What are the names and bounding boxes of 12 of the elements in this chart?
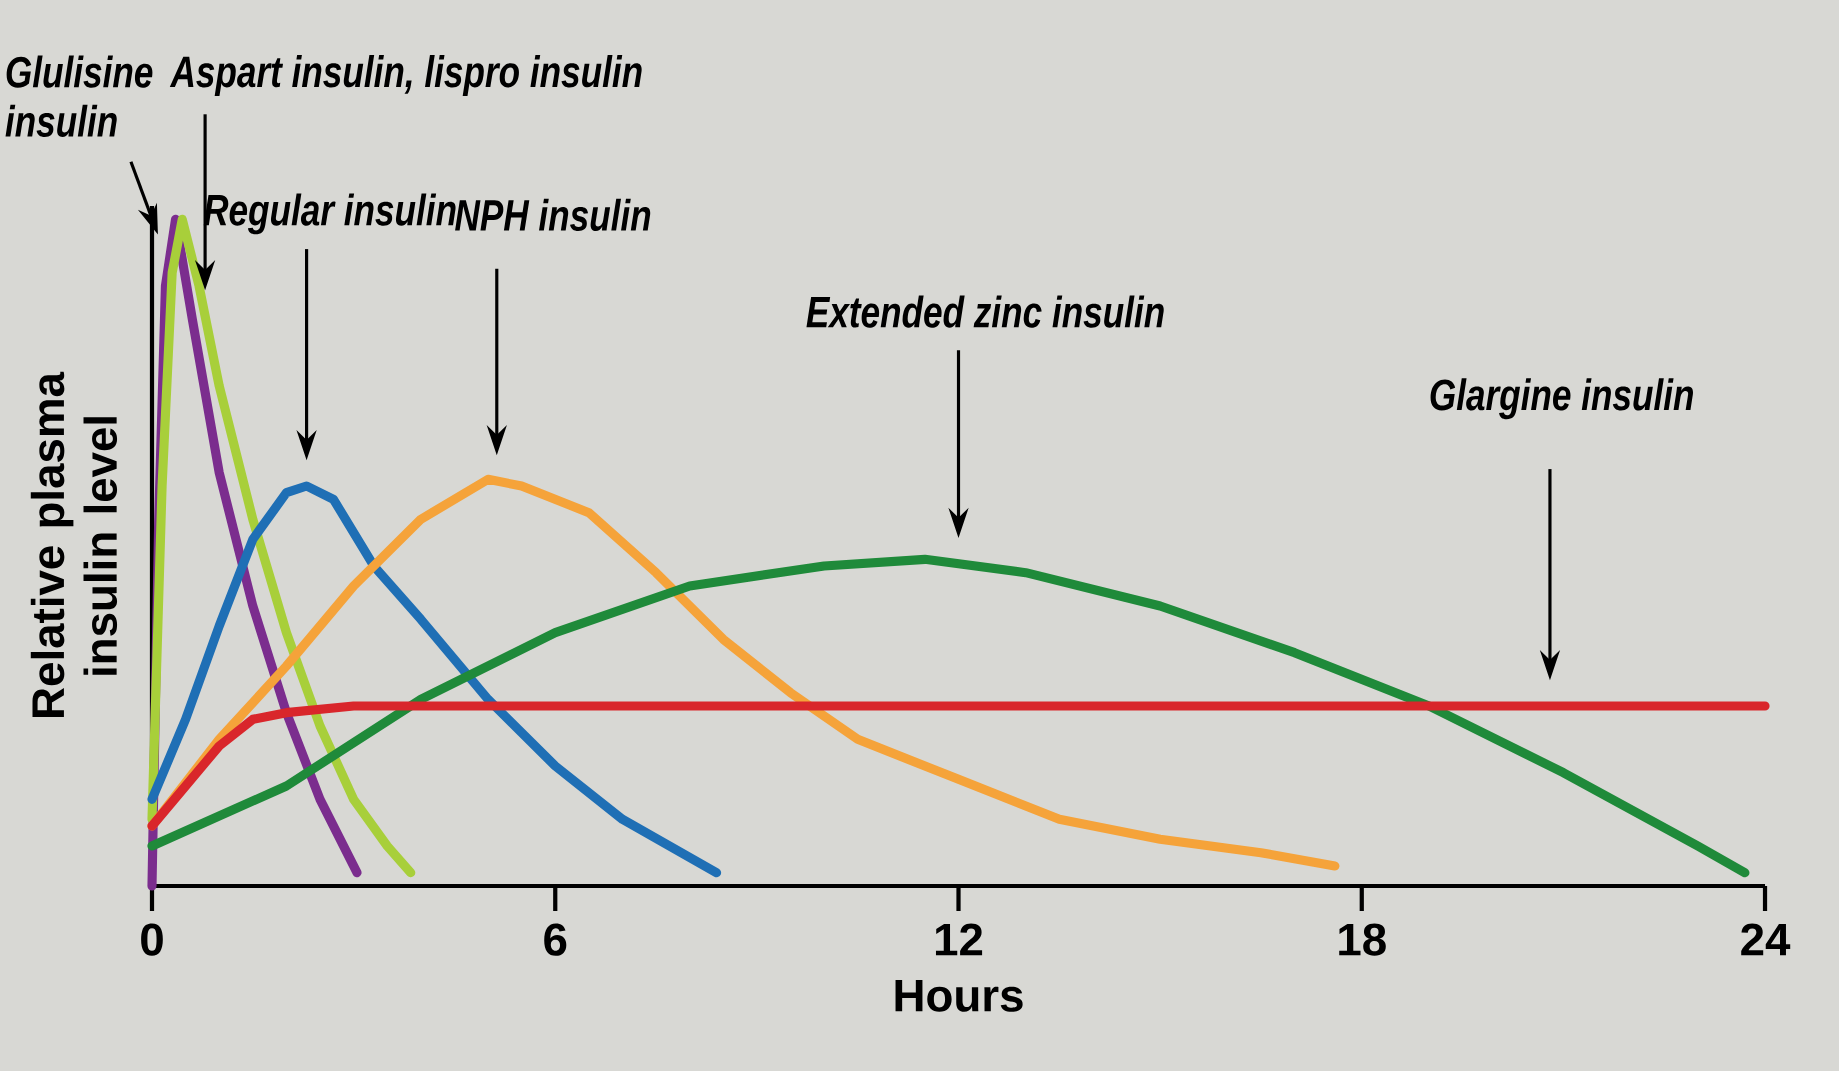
annotation: NPH insulin (455, 198, 651, 231)
x-tick-label: 6 (544, 923, 567, 956)
annotation: Glargine insulin (1430, 378, 1693, 420)
x-axis-title: Hours (895, 979, 1023, 1012)
x-tick-label: 0 (141, 923, 163, 956)
y-axis-title: Relative plasma insulin level (30, 371, 118, 717)
annotation: Extended zinc insulin (806, 295, 1164, 328)
text: Aspart insulin, lispro insulin (169, 55, 642, 97)
x-tick-label: 12 (935, 923, 983, 956)
x-tick-label: 24 (1741, 923, 1791, 956)
x-tick-label: 18 (1339, 923, 1386, 956)
text: Glulisine insulin (5, 55, 153, 137)
